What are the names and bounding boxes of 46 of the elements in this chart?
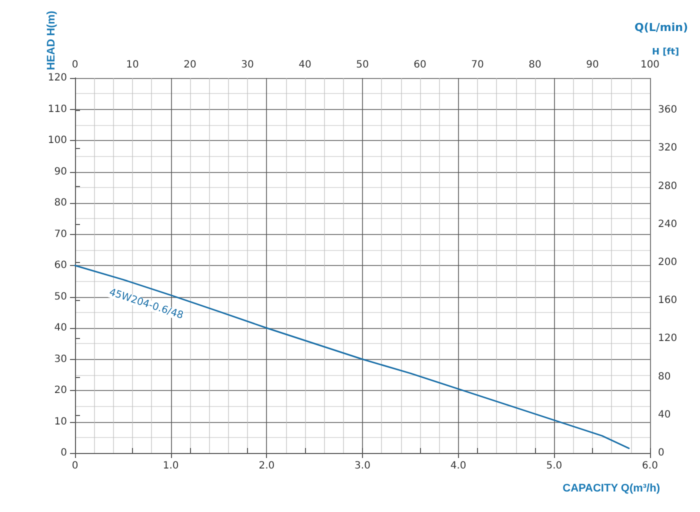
y2-tick-label: 360 <box>658 104 678 116</box>
x-tick-label: 5.0 <box>546 460 562 472</box>
y-tick-label: 80 <box>54 198 67 208</box>
x2-tick-label: 70 <box>471 60 484 70</box>
y-tick-label: 110 <box>48 104 67 115</box>
y-tick-label: 60 <box>54 260 67 271</box>
x-tick-label: 4.0 <box>450 460 466 472</box>
x2-tick-label: 50 <box>356 60 369 70</box>
y2-tick-label: 160 <box>658 295 678 306</box>
y-tick-label: 120 <box>48 72 67 84</box>
x-tick-label: 2.0 <box>258 460 275 472</box>
y2-tick-label: 280 <box>658 180 678 192</box>
y-tick-label: 40 <box>54 322 67 334</box>
x2-tick-label: 40 <box>298 60 312 70</box>
x2-tick-label: 20 <box>184 60 196 70</box>
x2-tick-label: 10 <box>126 60 139 70</box>
y2-tick-label: 320 <box>658 142 678 154</box>
y-axis-title: HEAD H(m) <box>46 10 58 70</box>
x-tick-label: 6.0 <box>642 460 658 472</box>
y2-tick-label: 200 <box>658 257 678 268</box>
y2-tick-label: 240 <box>658 218 678 230</box>
x2-tick-label: 60 <box>414 60 426 70</box>
y-tick-label: 100 <box>48 135 67 146</box>
line-series <box>74 264 630 450</box>
y-tick-label: 30 <box>54 354 67 365</box>
y-tick-label: 0 <box>60 448 67 458</box>
x2-tick-label: 100 <box>640 60 660 70</box>
x-tick-label: 1.0 <box>162 460 179 472</box>
y-tick-label: 50 <box>54 291 67 302</box>
x-axis-title: CAPACITY Q(m³/h) <box>562 482 660 494</box>
y2-tick-label: 40 <box>658 409 671 420</box>
y-tick-label: 90 <box>54 166 67 178</box>
y2-tick-label: 120 <box>658 333 678 344</box>
x2-tick-label: 90 <box>586 60 599 70</box>
y-tick-label: 10 <box>54 416 67 428</box>
x2-tick-label: 30 <box>241 60 254 70</box>
x2-tick-label: 0 <box>72 60 78 70</box>
y2-tick-label: 0 <box>658 448 664 458</box>
x-tick-label: 3.0 <box>354 460 370 472</box>
y2-tick-label: 80 <box>658 371 671 382</box>
x-tick-label: 0 <box>72 460 78 472</box>
y2-axis-title: H [ft] <box>652 48 680 58</box>
y-tick-label: 20 <box>54 385 67 396</box>
y-tick-label: 70 <box>54 228 67 240</box>
x2-axis-title: Q(L/min) <box>634 21 688 34</box>
x2-tick-label: 80 <box>528 60 542 70</box>
